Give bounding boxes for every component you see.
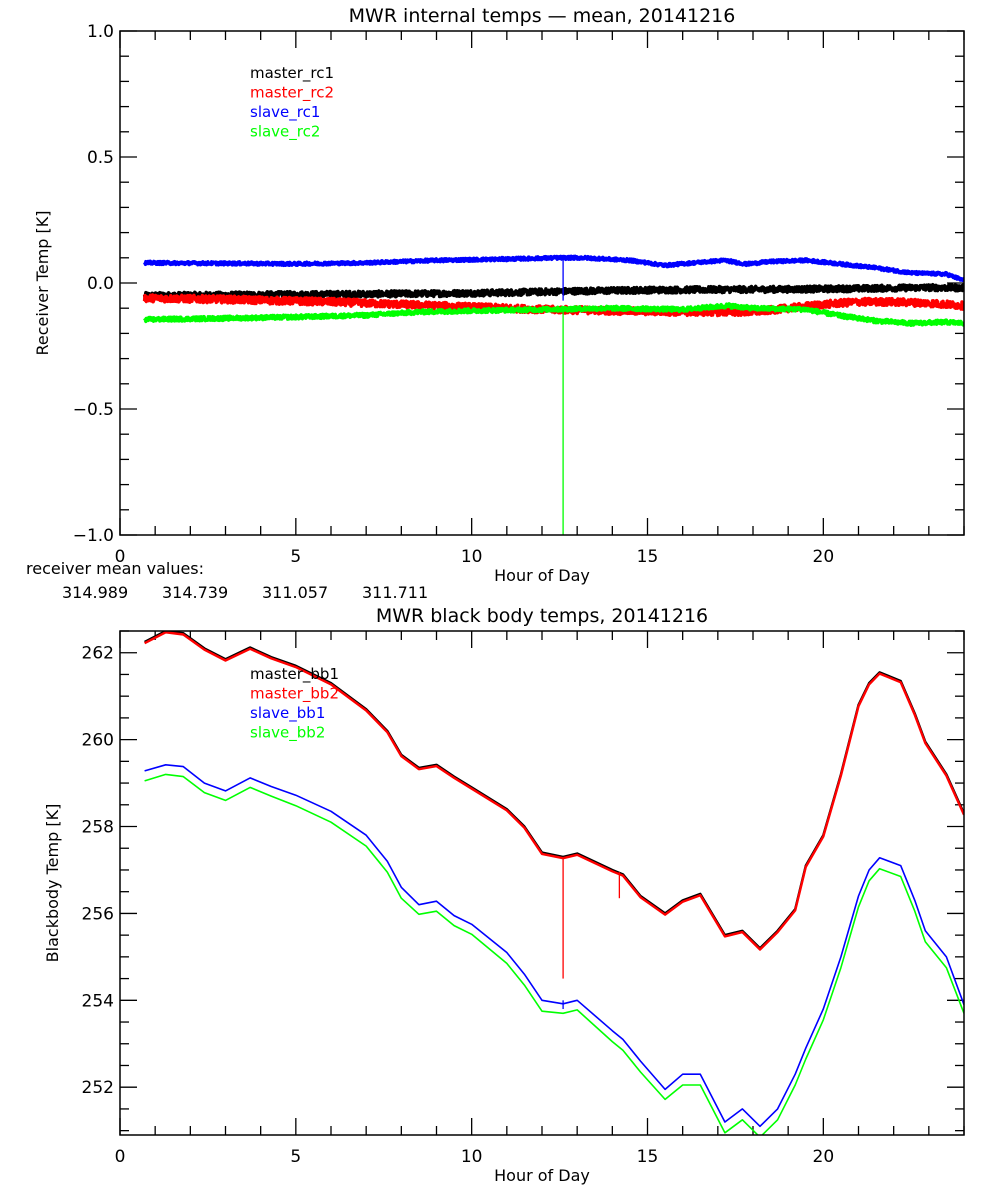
mean-value-slave-rc1: 311.057 (262, 583, 328, 602)
y-tick-label: −1.0 (73, 526, 114, 546)
legend-entry-master-rc1: master_rc1 (250, 64, 334, 83)
x-tick-label: 10 (461, 547, 483, 567)
x-tick-label: 5 (290, 1147, 301, 1167)
legend-entry-slave-bb2: slave_bb2 (250, 724, 325, 743)
x-tick-label: 0 (115, 547, 126, 567)
series-layer (144, 631, 964, 1135)
legend-entry-master-bb1: master_bb1 (250, 665, 339, 684)
y-axis-label: Receiver Temp [K] (33, 210, 52, 355)
blackbody-temps-chart: MWR black body temps, 20141216 0 5 10 15 20 2… (43, 605, 965, 1185)
x-tick-label: 15 (637, 547, 659, 567)
chart-title: MWR internal temps — mean, 20141216 (349, 5, 736, 27)
y-tick-label: 258 (82, 818, 114, 838)
y-tick-label: 262 (82, 644, 114, 664)
y-tick-label: −0.5 (73, 400, 114, 420)
receiver-mean-annotation: receiver mean values: 314.989 314.739 31… (26, 559, 428, 602)
series-line-master-rc1 (142, 282, 964, 301)
plot-frame (119, 30, 965, 536)
ticks: 0 5 10 15 20 252 254 256 258 260 262 (82, 630, 965, 1167)
y-tick-label: 0.0 (87, 274, 114, 294)
series-line-slave-bb1 (144, 764, 964, 1128)
x-axis-label: Hour of Day (494, 566, 590, 585)
mean-value-slave-rc2: 311.711 (362, 583, 428, 602)
y-tick-label: 252 (82, 1078, 114, 1098)
y-tick-label: 260 (82, 731, 114, 751)
plot-frame (119, 630, 965, 1136)
series-line-slave-bb2 (144, 773, 964, 1135)
legend-entry-master-rc2: master_rc2 (250, 84, 334, 103)
annotation-label: receiver mean values: (26, 559, 204, 578)
legend-entry-slave-bb1: slave_bb1 (250, 704, 325, 723)
y-tick-label: 256 (82, 904, 114, 924)
receiver-temps-chart: MWR internal temps — mean, 20141216 0 5 10… (33, 5, 965, 585)
mean-value-master-rc2: 314.739 (162, 583, 228, 602)
x-tick-label: 5 (290, 547, 301, 567)
series-line-master-bb2 (144, 631, 964, 951)
y-tick-label: 1.0 (87, 22, 114, 42)
series-line-slave-rc1 (143, 254, 964, 283)
series-layer (142, 254, 964, 535)
y-axis-label: Blackbody Temp [K] (43, 804, 62, 963)
x-axis-label: Hour of Day (494, 1166, 590, 1185)
y-tick-label: 0.5 (87, 148, 114, 168)
legend-entry-slave-rc2: slave_rc2 (250, 123, 320, 142)
x-tick-label: 20 (813, 547, 835, 567)
legend-entry-master-bb2: master_bb2 (250, 685, 339, 704)
chart-title: MWR black body temps, 20141216 (376, 605, 708, 627)
series-line-slave-rc2 (143, 302, 964, 328)
x-tick-label: 10 (461, 1147, 483, 1167)
x-tick-label: 15 (637, 1147, 659, 1167)
y-tick-label: 254 (82, 991, 114, 1011)
legend-entry-slave-rc1: slave_rc1 (250, 103, 320, 122)
mean-value-master-rc1: 314.989 (62, 583, 128, 602)
x-tick-label: 20 (813, 1147, 835, 1167)
x-tick-label: 0 (115, 1147, 126, 1167)
ticks: 0 5 10 15 20 −1.0 −0.5 0.0 0.5 1.0 (73, 22, 965, 567)
